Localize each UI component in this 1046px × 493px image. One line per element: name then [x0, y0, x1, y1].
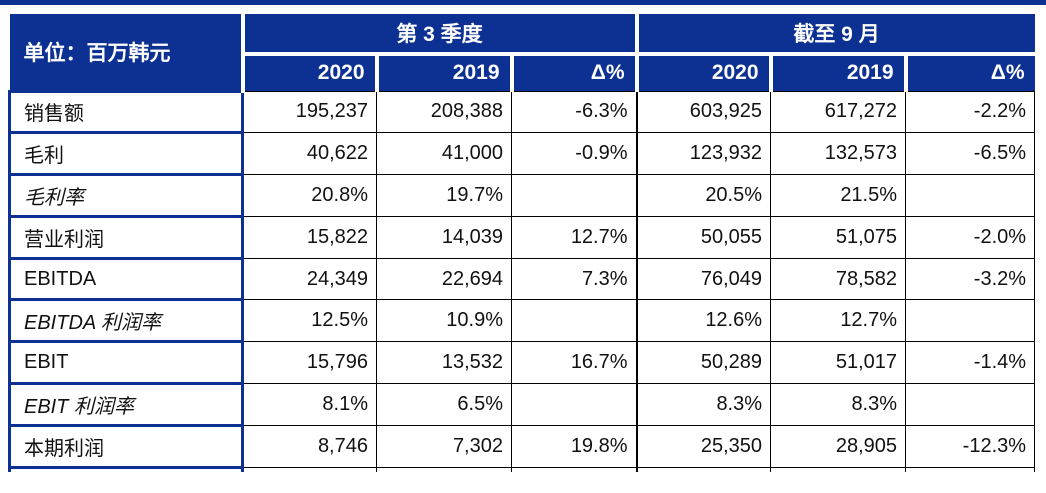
header-q3-2019: 2019	[374, 54, 512, 91]
stub-data-cell	[770, 467, 906, 473]
cell-ytd-2019: 51,017	[770, 341, 907, 385]
cell-q3-delta: 12.7%	[510, 215, 638, 259]
cell-ytd-2020: 20.5%	[635, 174, 772, 217]
cell-ytd-delta: -2.2%	[905, 90, 1036, 134]
cell-q3-2019: 6.5%	[376, 383, 512, 426]
cell-q3-2019: 14,039	[376, 215, 512, 259]
cell-q3-delta: 7.3%	[510, 257, 638, 301]
cell-ytd-delta: -2.0%	[905, 215, 1036, 259]
cropped-next-row-stub	[8, 467, 1036, 473]
table-row: EBITDA 24,349 22,694 7.3% 76,049 78,582 -3.2%	[8, 256, 1036, 302]
cell-ytd-delta	[905, 299, 1036, 343]
header-ytd-2019: 2019	[768, 54, 906, 91]
row-label: EBIT 利润率	[8, 382, 244, 427]
cell-q3-2019: 41,000	[376, 132, 512, 176]
table-row: EBIT 15,796 13,532 16.7% 50,289 51,017 -1.4%	[8, 340, 1036, 386]
cell-q3-2019: 22,694	[376, 257, 512, 301]
row-label: 本期利润	[8, 423, 244, 469]
cell-ytd-2019: 28,905	[770, 424, 907, 468]
cell-ytd-2019: 51,075	[770, 215, 907, 259]
column-group-q3: 第 3 季度	[242, 14, 639, 56]
cell-q3-2020: 8.1%	[242, 383, 377, 426]
stub-label-cell	[8, 467, 244, 473]
row-label: EBIT	[8, 340, 244, 386]
stub-data-cell	[905, 467, 1036, 473]
stub-data-cell	[635, 467, 771, 473]
header-q3-2020: 2020	[242, 54, 377, 91]
cell-q3-2020: 40,622	[242, 132, 377, 176]
header-ytd-delta: Δ%	[903, 54, 1035, 91]
cell-ytd-delta: -3.2%	[905, 257, 1036, 301]
cell-ytd-2019: 21.5%	[770, 174, 907, 217]
cell-q3-2019: 19.7%	[376, 174, 512, 217]
cell-ytd-delta: -12.3%	[905, 424, 1036, 468]
top-accent-bar	[0, 0, 1046, 5]
row-label: EBITDA	[8, 256, 244, 302]
cell-ytd-2020: 76,049	[635, 257, 772, 301]
row-label: 毛利	[8, 131, 244, 177]
cell-q3-2020: 12.5%	[242, 299, 377, 343]
cell-q3-2019: 13,532	[376, 341, 512, 385]
cell-ytd-2020: 12.6%	[635, 299, 772, 343]
cell-ytd-delta	[905, 174, 1036, 217]
cell-ytd-2020: 50,055	[635, 215, 772, 259]
row-label: 营业利润	[8, 214, 244, 260]
cell-ytd-delta	[905, 383, 1036, 426]
table-row: 毛利 40,622 41,000 -0.9% 123,932 132,573 -6.5%	[8, 131, 1036, 177]
cell-ytd-delta: -1.4%	[905, 341, 1036, 385]
cell-ytd-delta: -6.5%	[905, 132, 1036, 176]
unit-label: 单位：百万韩元	[9, 14, 245, 91]
stub-data-cell	[510, 467, 637, 473]
cell-q3-2019: 10.9%	[376, 299, 512, 343]
cell-ytd-2019: 132,573	[770, 132, 907, 176]
header-ytd-2020: 2020	[634, 54, 771, 91]
cell-ytd-2019: 8.3%	[770, 383, 907, 426]
cell-q3-2019: 7,302	[376, 424, 512, 468]
cell-q3-2020: 20.8%	[242, 174, 377, 217]
cell-q3-delta	[510, 174, 638, 217]
cell-q3-2020: 195,237	[242, 90, 377, 134]
table-row: 本期利润 8,746 7,302 19.8% 25,350 28,905 -12.3%	[8, 423, 1036, 469]
column-group-ytd-september: 截至 9 月	[636, 14, 1035, 56]
cell-ytd-2020: 8.3%	[635, 383, 772, 426]
row-label: 销售额	[8, 89, 244, 135]
cell-ytd-2019: 78,582	[770, 257, 907, 301]
cell-ytd-2019: 617,272	[770, 90, 907, 134]
stub-data-cell	[376, 467, 512, 473]
header-q3-delta: Δ%	[509, 54, 637, 91]
cell-q3-delta: -0.9%	[510, 132, 638, 176]
row-label: EBITDA 利润率	[8, 298, 244, 344]
financial-results-table: 单位：百万韩元 第 3 季度 截至 9 月 2020 2019 Δ% 2020 …	[8, 14, 1036, 473]
cell-ytd-2019: 12.7%	[770, 299, 907, 343]
cell-q3-delta: 16.7%	[510, 341, 638, 385]
table-row: 销售额 195,237 208,388 -6.3% 603,925 617,272 -2.2…	[8, 89, 1036, 135]
row-label: 毛利率	[8, 173, 244, 218]
cell-q3-delta: 19.8%	[510, 424, 638, 468]
cell-q3-2020: 15,822	[242, 215, 377, 259]
cell-q3-2020: 8,746	[242, 424, 377, 468]
stub-data-cell	[242, 467, 377, 473]
cell-ytd-2020: 123,932	[635, 132, 772, 176]
table-row: EBITDA 利润率 12.5% 10.9% 12.6% 12.7%	[8, 298, 1036, 344]
cell-q3-delta	[510, 383, 638, 426]
table-row: EBIT 利润率 8.1% 6.5% 8.3% 8.3%	[8, 382, 1036, 427]
table-row: 营业利润 15,822 14,039 12.7% 50,055 51,075 -2.0%	[8, 214, 1036, 260]
cell-q3-delta	[510, 299, 638, 343]
cell-ytd-2020: 25,350	[635, 424, 772, 468]
cell-ytd-2020: 603,925	[635, 90, 772, 134]
cell-ytd-2020: 50,289	[635, 341, 772, 385]
cell-q3-delta: -6.3%	[510, 90, 638, 134]
table-row: 毛利率 20.8% 19.7% 20.5% 21.5%	[8, 173, 1036, 218]
cell-q3-2019: 208,388	[376, 90, 512, 134]
cell-q3-2020: 15,796	[242, 341, 377, 385]
cell-q3-2020: 24,349	[242, 257, 377, 301]
